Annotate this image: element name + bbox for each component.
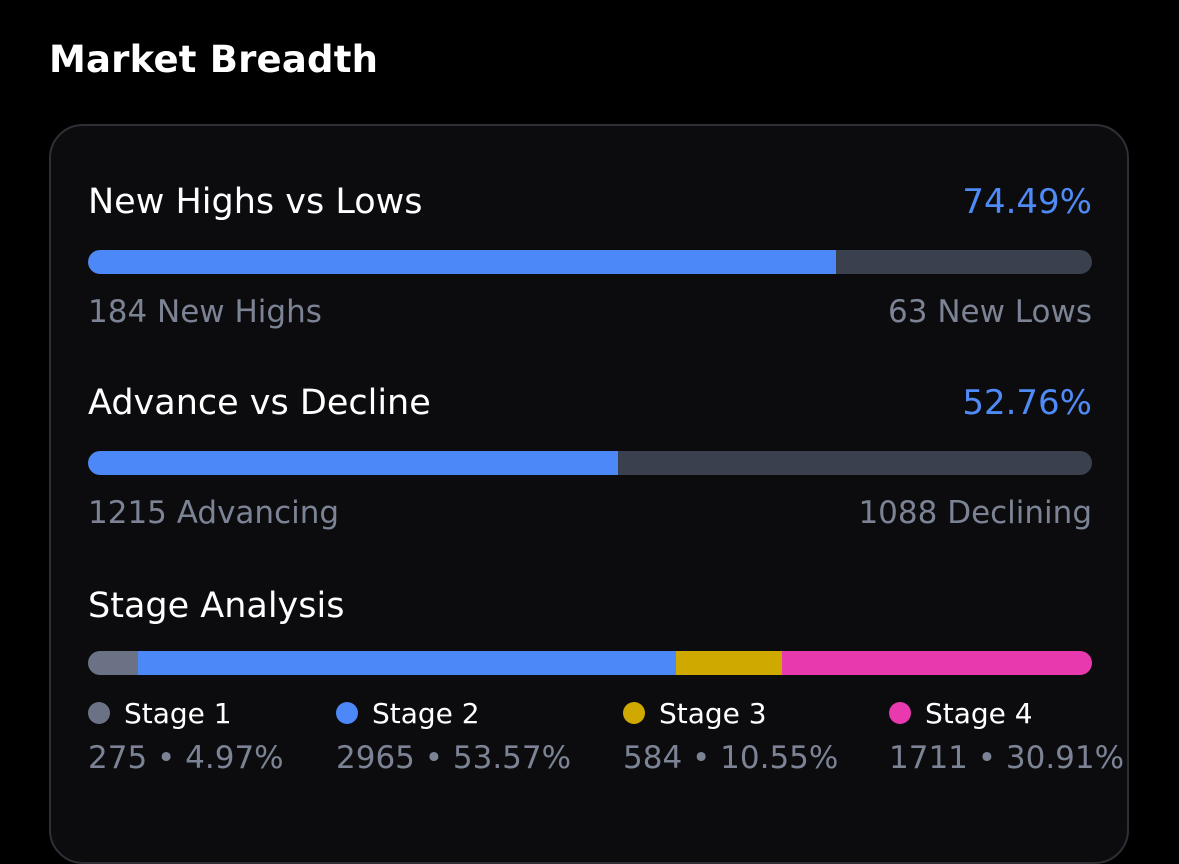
market-breadth-card: New Highs vs Lows 74.49% 184 New Highs 6… [49, 124, 1129, 864]
stage-4-segment [781, 651, 1092, 675]
legend-stage-1: Stage 1 275 • 4.97% [88, 696, 284, 776]
stage-3-dot [623, 702, 645, 724]
stage-analysis-title: Stage Analysis [88, 586, 345, 626]
stage-2-name: Stage 2 [372, 696, 480, 730]
page-title: Market Breadth [49, 38, 379, 81]
declining-count: 1088 Declining [858, 495, 1092, 531]
new-highs-lows-metric: New Highs vs Lows 74.49% 184 New Highs 6… [88, 180, 1092, 330]
legend-stage-4: Stage 4 1711 • 30.91% [889, 696, 1124, 776]
advance-decline-bar [88, 451, 1092, 475]
stage-2-value: 2965 • 53.57% [336, 740, 572, 776]
stage-3-value: 584 • 10.55% [623, 740, 839, 776]
stage-1-segment [88, 651, 138, 675]
stage-2-segment [137, 651, 676, 675]
stage-4-name: Stage 4 [925, 696, 1033, 730]
advance-decline-percent: 52.76% [962, 383, 1092, 423]
stage-4-value: 1711 • 30.91% [889, 740, 1125, 776]
stage-1-name: Stage 1 [124, 696, 232, 730]
stage-analysis-bar [88, 651, 1092, 675]
stage-3-segment [675, 651, 782, 675]
new-highs-lows-percent: 74.49% [962, 182, 1092, 222]
stage-3-name: Stage 3 [659, 696, 767, 730]
stage-4-dot [889, 702, 911, 724]
stage-1-value: 275 • 4.97% [88, 740, 284, 776]
advance-decline-label: Advance vs Decline [88, 383, 431, 423]
stage-1-dot [88, 702, 110, 724]
new-lows-count: 63 New Lows [888, 294, 1092, 330]
legend-stage-3: Stage 3 584 • 10.55% [623, 696, 838, 776]
new-highs-lows-bar [88, 250, 1092, 274]
advance-decline-bar-fill [88, 451, 618, 475]
advancing-count: 1215 Advancing [88, 495, 340, 531]
new-highs-lows-label: New Highs vs Lows [88, 182, 423, 222]
legend-stage-2: Stage 2 2965 • 53.57% [336, 696, 571, 776]
new-highs-lows-bar-fill [88, 250, 836, 274]
stage-2-dot [336, 702, 358, 724]
new-highs-count: 184 New Highs [88, 294, 322, 330]
advance-decline-metric: Advance vs Decline 52.76% 1215 Advancing… [88, 381, 1092, 531]
